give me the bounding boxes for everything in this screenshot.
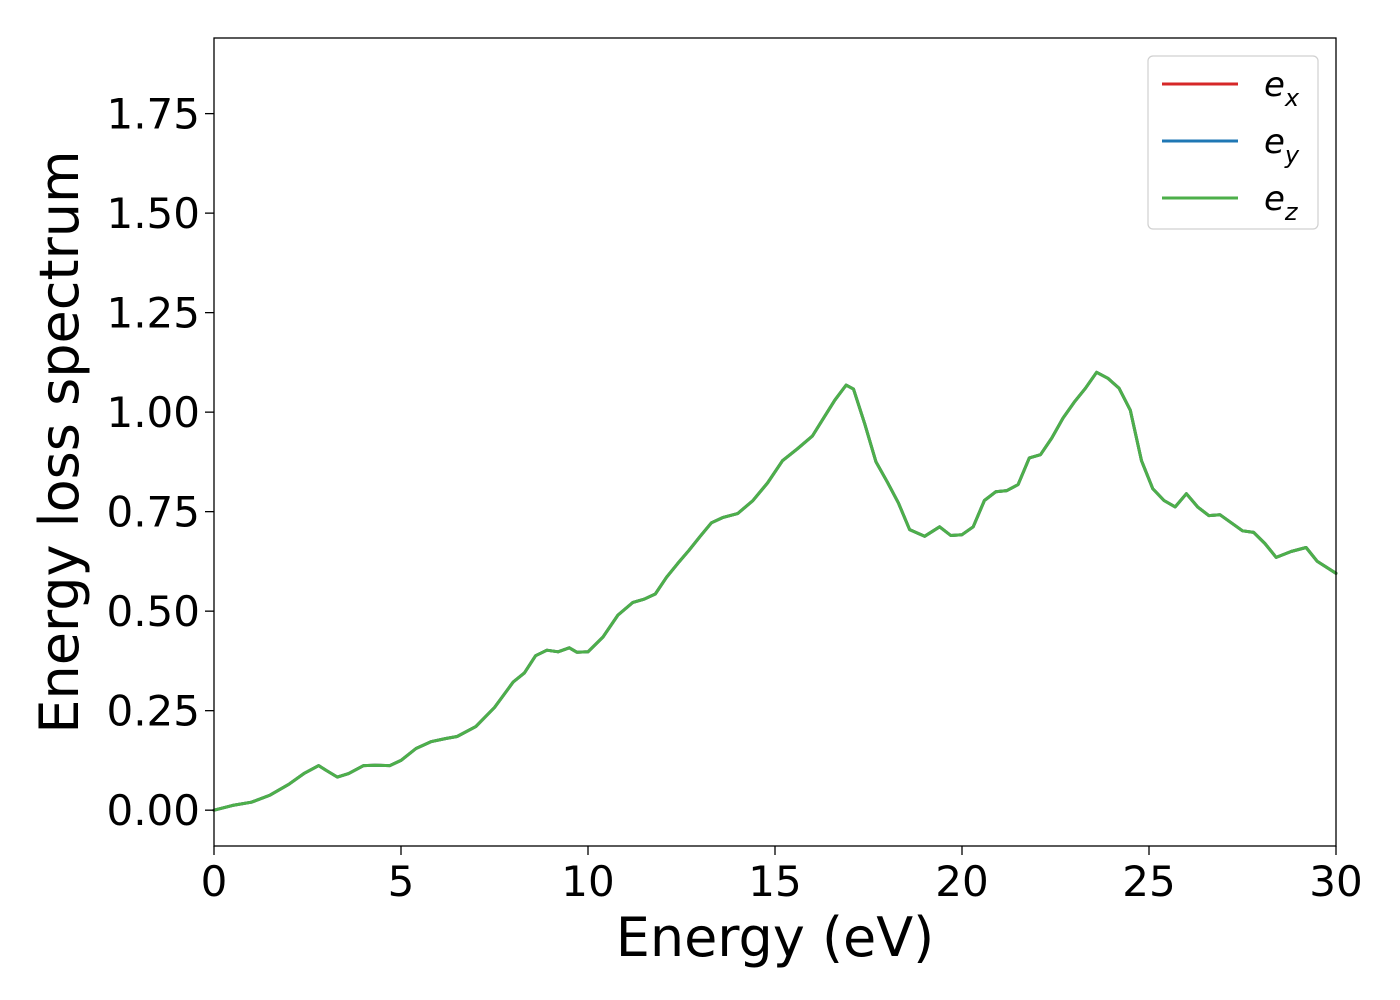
x-axis-ticks: 0 5 10 15 20 25 30	[201, 846, 1363, 906]
series-line-e-z	[212, 370, 1338, 812]
y-tick-label: 1.25	[106, 289, 200, 338]
x-tick-label: 10	[561, 857, 614, 906]
y-tick-label: 0.25	[106, 687, 200, 736]
y-tick-label: 1.00	[106, 388, 200, 437]
legend: ex ey ez	[1147, 55, 1319, 230]
y-tick-label: 1.50	[106, 189, 200, 238]
x-tick-label: 20	[935, 857, 988, 906]
y-axis-label: Energy loss spectrum	[28, 150, 91, 733]
series-line-e-y	[212, 370, 1338, 812]
legend-label-e-x: ex	[1264, 65, 1300, 112]
x-tick-label: 30	[1309, 857, 1362, 906]
y-tick-label: 0.00	[106, 786, 200, 835]
x-tick-label: 25	[1122, 857, 1175, 906]
y-tick-label: 0.75	[106, 488, 200, 537]
x-tick-label: 5	[388, 857, 415, 906]
x-tick-label: 0	[201, 857, 228, 906]
y-axis-ticks: 0.00 0.25 0.50 0.75 1.00 1.25 1.50 1.75	[106, 90, 214, 835]
y-tick-label: 0.50	[106, 587, 200, 636]
legend-label-e-z: ez	[1264, 179, 1299, 226]
legend-label-e-y: ey	[1264, 122, 1300, 169]
x-tick-label: 15	[748, 857, 801, 906]
series-line-e-x	[212, 370, 1338, 812]
y-tick-label: 1.75	[106, 90, 200, 139]
series-layer	[212, 370, 1338, 812]
x-axis-label: Energy (eV)	[616, 906, 935, 969]
